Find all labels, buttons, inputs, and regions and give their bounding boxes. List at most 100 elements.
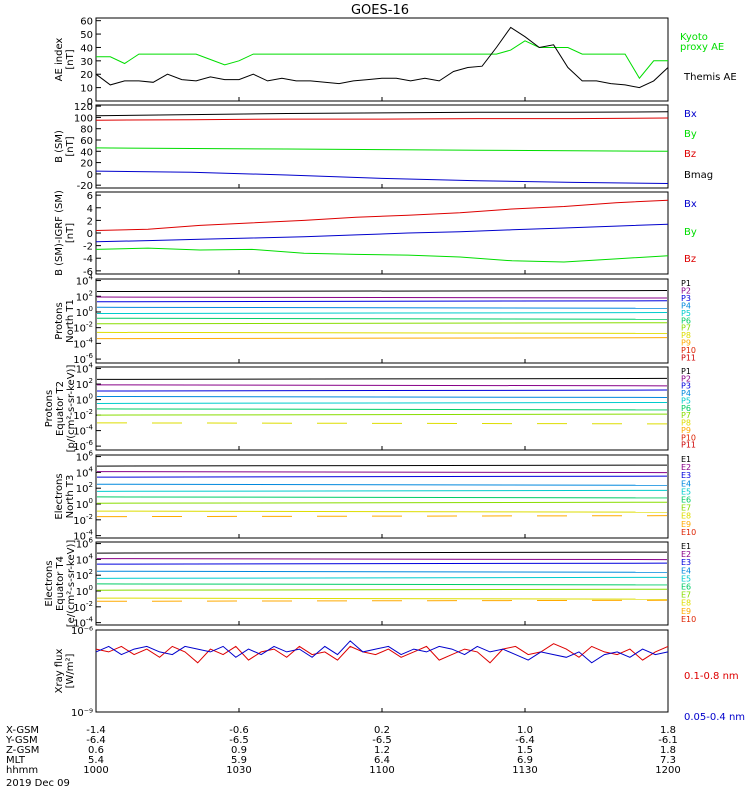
- y-tick-label-7-1: 10⁻⁹: [71, 708, 93, 719]
- y-axis-label-2-1: [nT]: [65, 223, 76, 243]
- y-axis-label-1-0: B (SM): [54, 130, 65, 163]
- y-axis-label-3-1: North T1: [65, 299, 76, 343]
- y-tick-label-0-1: 50: [80, 30, 93, 41]
- y-axis-label-0-1: [nT]: [65, 49, 76, 69]
- y-tick-exp: 0: [89, 305, 93, 313]
- y-tick-label-6-3: 100: [76, 584, 93, 598]
- table-cell-1-1: -6.5: [229, 735, 249, 746]
- y-tick-exp: -4: [86, 616, 94, 624]
- y-axis-label-4-1: Equator T2: [55, 381, 66, 436]
- flux-line-5-5: [96, 496, 668, 499]
- xray-series-1: [95, 640, 669, 664]
- table-row-label-1: Y-GSM: [5, 735, 38, 746]
- flux-legend-5-7: E8: [681, 512, 691, 521]
- flux-line-5-2: [96, 475, 668, 478]
- flux-line-4-0: [96, 377, 668, 380]
- y-tick-label-1-4: 40: [80, 147, 93, 158]
- y-tick-label-0-0: 60: [80, 17, 93, 28]
- y-tick-label-6-2: 102: [76, 568, 93, 582]
- flux-legend-4-4: P5: [681, 396, 691, 405]
- y-tick-exp: 2: [89, 481, 93, 489]
- flux-legend-5-4: E5: [681, 487, 691, 496]
- y-tick-label-2-3: 0: [87, 229, 93, 240]
- flux-legend-6-9: E10: [681, 615, 696, 624]
- y-tick-exp: 6: [89, 450, 94, 458]
- y-tick-label-3-2: 100: [76, 305, 93, 319]
- legend-by: By: [684, 129, 697, 140]
- flux-legend-3-1: P2: [681, 286, 691, 295]
- y-tick-exp: -2: [86, 321, 93, 329]
- flux-line-6-3: [96, 570, 668, 573]
- y-tick-label-0-3: 30: [80, 57, 93, 68]
- table-cell-2-2: 1.2: [374, 745, 390, 756]
- flux-legend-3-9: P10: [681, 346, 696, 355]
- y-tick-label-1-3: 60: [80, 136, 93, 147]
- flux-line-6-2: [96, 562, 668, 565]
- table-cell-3-4: 7.3: [660, 755, 676, 766]
- flux-legend-4-7: P8: [681, 419, 691, 428]
- table-cell-4-3: 1130: [512, 765, 537, 776]
- y-tick-label-5-2: 102: [76, 481, 93, 495]
- flux-line-3-5: [96, 317, 668, 320]
- panel-frames: [95, 17, 669, 713]
- flux-line-3-2: [96, 300, 668, 303]
- db-series-2: [95, 199, 669, 231]
- y-tick-label-3-4: 10-4: [73, 336, 93, 350]
- table-cell-0-4: 1.8: [660, 725, 676, 736]
- y-axis-label-5-1: North T3: [65, 475, 76, 519]
- panel-frame-0: [95, 17, 669, 102]
- y-tick-label-5-0: 106: [76, 450, 94, 464]
- y-tick-exp: -6: [86, 352, 94, 360]
- flux-line-6-8: [96, 599, 668, 602]
- y-axis-label-6-0: Electrons: [44, 560, 55, 606]
- ae-series-0: [96, 40, 668, 80]
- flux-legend-6-0: E1: [681, 542, 691, 551]
- position-table: X-GSM -1.4 -0.6 0.2 1.0 1.8 Y-GSM -6.4 -6.5 -6.5 -…: [5, 725, 681, 789]
- flux-legend-3-2: P3: [681, 294, 691, 303]
- flux-line-4-7: [96, 422, 668, 425]
- table-row-label-2: Z-GSM: [6, 745, 39, 756]
- flux-legend-4-1: P2: [681, 374, 691, 383]
- y-axis-label-0-0: AE index: [54, 38, 65, 82]
- y-tick-label-2-2: 2: [87, 216, 93, 227]
- table-cell-3-3: 6.9: [517, 755, 533, 766]
- y-tick-label-4-0: 104: [76, 362, 94, 376]
- flux-line-3-3: [96, 306, 668, 309]
- flux-line-4-5: [96, 408, 668, 411]
- flux-legend-5-5: E6: [681, 496, 691, 505]
- y-tick-label-1-1: 100: [74, 113, 93, 124]
- flux-line-5-4: [96, 489, 668, 492]
- flux-legend-5-3: E4: [681, 479, 691, 488]
- table-cell-0-3: 1.0: [517, 725, 533, 736]
- flux-line-3-1: [96, 296, 668, 299]
- flux-legend-3-8: P9: [681, 339, 691, 348]
- flux-legend-6-2: E3: [681, 558, 691, 567]
- table-cell-2-0: 0.6: [88, 745, 104, 756]
- table-cell-3-0: 5.4: [88, 755, 104, 766]
- y-tick-label-1-6: 0: [87, 170, 93, 181]
- legend-bmag: Bmag: [684, 170, 713, 181]
- flux-line-4-1: [96, 384, 668, 387]
- table-row-label-4: hhmm: [6, 765, 38, 776]
- y-tick-exp: 0: [89, 393, 93, 401]
- y-tick-exp: 4: [89, 362, 94, 370]
- y-tick-label-5-1: 104: [76, 465, 94, 479]
- flux-line-5-3: [96, 483, 668, 486]
- flux-legend-5-6: E7: [681, 504, 691, 513]
- xray-series-0: [95, 643, 669, 664]
- flux-legend-4-6: P7: [681, 411, 691, 420]
- panel-frame-7: [95, 629, 669, 713]
- y-tick-label-7-0: 10⁻⁶: [71, 626, 93, 637]
- flux-line-4-6: [96, 413, 668, 416]
- table-cell-3-1: 5.9: [231, 755, 247, 766]
- y-axis-label-3-0: Protons: [54, 302, 65, 339]
- table-cell-2-3: 1.5: [517, 745, 533, 756]
- flux-legend-5-1: E2: [681, 463, 691, 472]
- y-tick-label-6-1: 104: [76, 552, 94, 566]
- y-tick-exp: 0: [89, 584, 93, 592]
- table-cell-1-2: -6.5: [372, 735, 392, 746]
- y-tick-exp: 6: [89, 537, 94, 545]
- table-cell-2-1: 0.9: [231, 745, 247, 756]
- flux-line-3-8: [96, 337, 668, 340]
